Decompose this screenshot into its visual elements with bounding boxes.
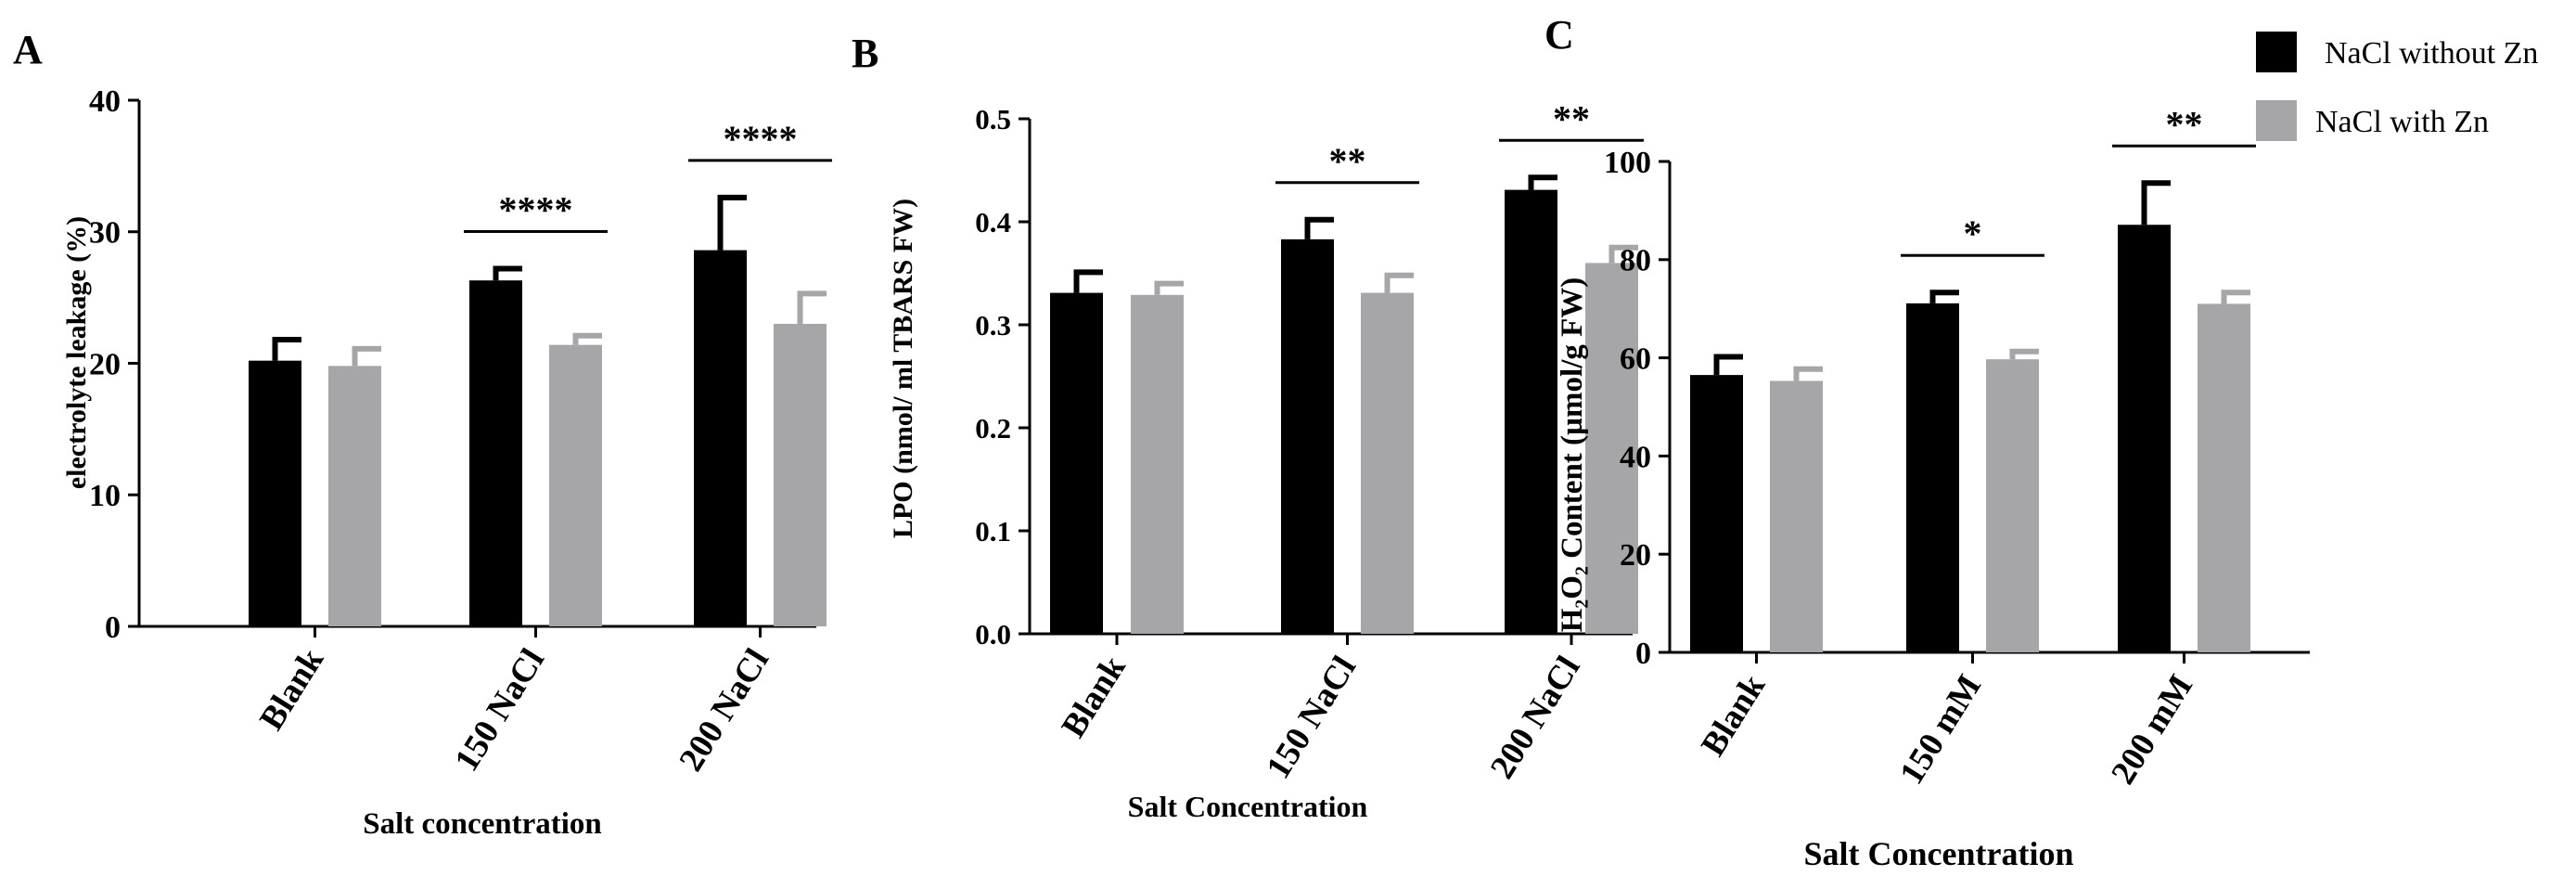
panel-c-significance-label: *: [1964, 213, 1982, 254]
panel-b-category-label: Blank: [1055, 650, 1134, 744]
panel-a-category-label: 200 NaCl: [672, 642, 776, 778]
panel-c-bar-with-zn: [1770, 380, 1823, 652]
panel-a-significance-label: ****: [724, 118, 798, 160]
panel-b-y-tick-label: 0.3: [975, 309, 1011, 341]
panel-a-bar-without-zn: [249, 360, 301, 626]
legend-swatch-without-zn: [2256, 32, 2297, 72]
panel-c-label: C: [1544, 12, 1574, 58]
panel-b-y-tick-label: 0.2: [975, 412, 1011, 444]
panel-c-y-tick-label: 80: [1620, 244, 1651, 278]
panel-b-bar-with-zn: [1585, 263, 1638, 634]
panel-a-y-tick-label: 20: [89, 347, 121, 381]
panel-b-x-axis-label: Salt Concentration: [1128, 790, 1368, 823]
panel-a-x-axis-label: Salt concentration: [363, 807, 602, 841]
panel-a-bar-with-zn: [328, 366, 381, 626]
panel-a-y-tick-label: 0: [105, 611, 121, 645]
panel-b-y-axis-label: LPO (nmol/ ml TBARS FW): [888, 199, 918, 538]
panel-c-bar-without-zn: [2118, 225, 2171, 652]
panel-b-significance-label: **: [1329, 140, 1366, 182]
panel-c-bar-with-zn: [1986, 359, 2039, 652]
panel-b-significance-label: **: [1553, 97, 1590, 139]
panel-c-y-tick-label: 40: [1620, 440, 1651, 474]
panel-a-y-axis-label: electrolyte leakage (%): [61, 216, 92, 489]
legend-swatch-with-zn: [2256, 100, 2297, 141]
panel-a-y-tick-label: 10: [89, 479, 121, 513]
panel-a: A electrolyte leakage (%) Salt concentra…: [13, 27, 832, 841]
panel-a-y-tick-label: 40: [89, 84, 121, 119]
panel-b-y-tick-label: 0.5: [975, 103, 1011, 135]
panel-c-significance-label: **: [2166, 103, 2203, 145]
panel-c-category-label: Blank: [1694, 668, 1773, 763]
panel-b-label: B: [852, 31, 878, 76]
panel-c-y-tick-label: 20: [1620, 538, 1651, 573]
panel-b-y-tick-label: 0.4: [975, 206, 1011, 238]
panel-a-bar-without-zn: [694, 250, 747, 626]
panel-c: C H₂O₂ Content (µmol/g FW) Salt Concentr…: [1544, 12, 2310, 872]
panel-c-y-tick-label: 60: [1620, 342, 1651, 377]
panel-c-x-axis-label: Salt Concentration: [1804, 835, 2074, 872]
panel-b-bar-without-zn: [1050, 292, 1103, 634]
panel-c-bar-without-zn: [1906, 303, 1959, 652]
legend-label-with-zn: NaCl with Zn: [2315, 105, 2489, 139]
legend: NaCl without Zn NaCl with Zn: [2256, 32, 2538, 141]
panel-c-bar-without-zn: [1690, 375, 1743, 652]
panel-b-category-label: 150 NaCl: [1259, 650, 1364, 785]
panel-b-bar-with-zn: [1131, 294, 1184, 634]
panel-c-category-label: 150 mM: [1892, 668, 1989, 791]
panel-c-bar-with-zn: [2198, 303, 2250, 652]
panel-b-category-label: 200 NaCl: [1483, 650, 1588, 785]
panel-c-category-label: 200 mM: [2104, 668, 2200, 791]
panel-b-bar-with-zn: [1361, 292, 1414, 634]
panel-a-y-tick-label: 30: [89, 216, 121, 251]
panel-b-y-tick-label: 0.0: [975, 618, 1011, 651]
panel-c-y-tick-label: 100: [1604, 146, 1651, 180]
panel-c-y-axis-label: H₂O₂ Content (µmol/g FW): [1556, 277, 1589, 633]
panel-a-significance-label: ****: [499, 188, 573, 230]
panel-b-bar-without-zn: [1281, 238, 1334, 634]
legend-label-without-zn: NaCl without Zn: [2325, 36, 2538, 71]
panel-a-category-label: Blank: [252, 642, 331, 737]
panel-a-bar-without-zn: [469, 280, 522, 626]
panel-b: B LPO (nmol/ ml TBARS FW) Salt Concentra…: [852, 31, 1644, 823]
panel-a-category-label: 150 NaCl: [447, 642, 552, 778]
panel-b-y-tick-label: 0.1: [975, 515, 1011, 548]
panel-a-bar-with-zn: [774, 323, 827, 626]
panel-b-bar-without-zn: [1505, 189, 1557, 634]
panel-a-bar-with-zn: [549, 344, 602, 626]
panel-c-y-tick-label: 0: [1635, 637, 1651, 671]
panel-a-label: A: [13, 27, 43, 72]
